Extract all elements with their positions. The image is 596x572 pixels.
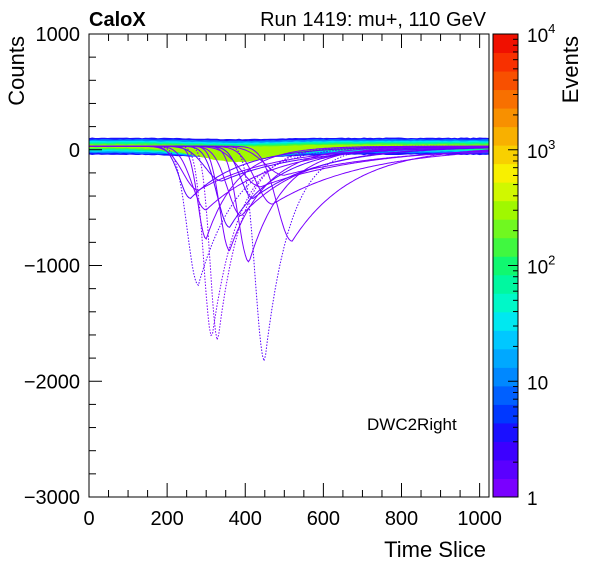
palette-swatch <box>493 274 518 294</box>
x-tick-label: 600 <box>307 508 340 530</box>
y-tick-label: −2000 <box>24 371 80 393</box>
palette-swatch <box>493 34 518 54</box>
color-palette: 1 10 102 103 104 <box>492 21 555 510</box>
palette-swatch <box>493 200 518 220</box>
palette-swatch <box>493 89 518 109</box>
palette-swatch <box>493 330 518 350</box>
x-tick-label: 400 <box>229 508 262 530</box>
palette-swatch <box>493 422 518 442</box>
z-tick-label: 103 <box>527 137 555 163</box>
z-axis-title: Events <box>558 36 583 103</box>
x-tick-label: 200 <box>150 508 183 530</box>
palette-swatch <box>493 459 518 479</box>
x-axis-title: Time Slice <box>384 537 486 562</box>
palette-swatch <box>493 237 518 257</box>
palette-swatch <box>493 182 518 202</box>
palette-swatch <box>493 348 518 368</box>
x-tick-label: 800 <box>385 508 418 530</box>
y-tick-label: 1000 <box>36 24 81 46</box>
experiment-label: CaloX <box>89 9 146 31</box>
y-tick-label: 0 <box>69 140 80 162</box>
y-axis-title: Counts <box>4 36 29 106</box>
run-info-label: Run 1419: mu+, 110 GeV <box>260 9 487 31</box>
x-tick-label: 1000 <box>457 508 502 530</box>
axes: 0 200 400 600 800 1000 1000 0 −1000 −2000 −3000 <box>24 24 502 530</box>
plot-background <box>89 34 489 497</box>
palette-swatch <box>493 219 518 239</box>
x-tick-label: 0 <box>83 508 94 530</box>
pulse-trace <box>89 145 490 191</box>
palette-swatch <box>493 293 518 313</box>
palette-swatch <box>493 404 518 424</box>
z-tick-label: 104 <box>527 21 555 47</box>
palette-swatch <box>493 385 518 405</box>
z-tick-label: 102 <box>527 253 555 279</box>
palette-swatch <box>493 367 518 387</box>
palette-swatch <box>493 163 518 183</box>
pulse-trace <box>89 145 489 240</box>
z-tick-label: 10 <box>527 373 548 394</box>
plot-frame <box>89 34 489 497</box>
y-tick-label: −3000 <box>24 487 80 509</box>
palette-swatch <box>493 256 518 276</box>
pulse-traces <box>89 145 490 363</box>
y-tick-label: −1000 <box>24 256 80 278</box>
z-tick-label: 1 <box>527 489 538 510</box>
palette-swatch <box>493 441 518 461</box>
annotation-label: DWC2Right <box>367 415 457 434</box>
palette-swatch <box>493 71 518 91</box>
palette-swatch <box>493 126 518 146</box>
palette-swatch <box>493 108 518 128</box>
palette-swatch <box>493 311 518 331</box>
palette-swatch <box>493 52 518 72</box>
palette-swatch <box>493 478 518 498</box>
